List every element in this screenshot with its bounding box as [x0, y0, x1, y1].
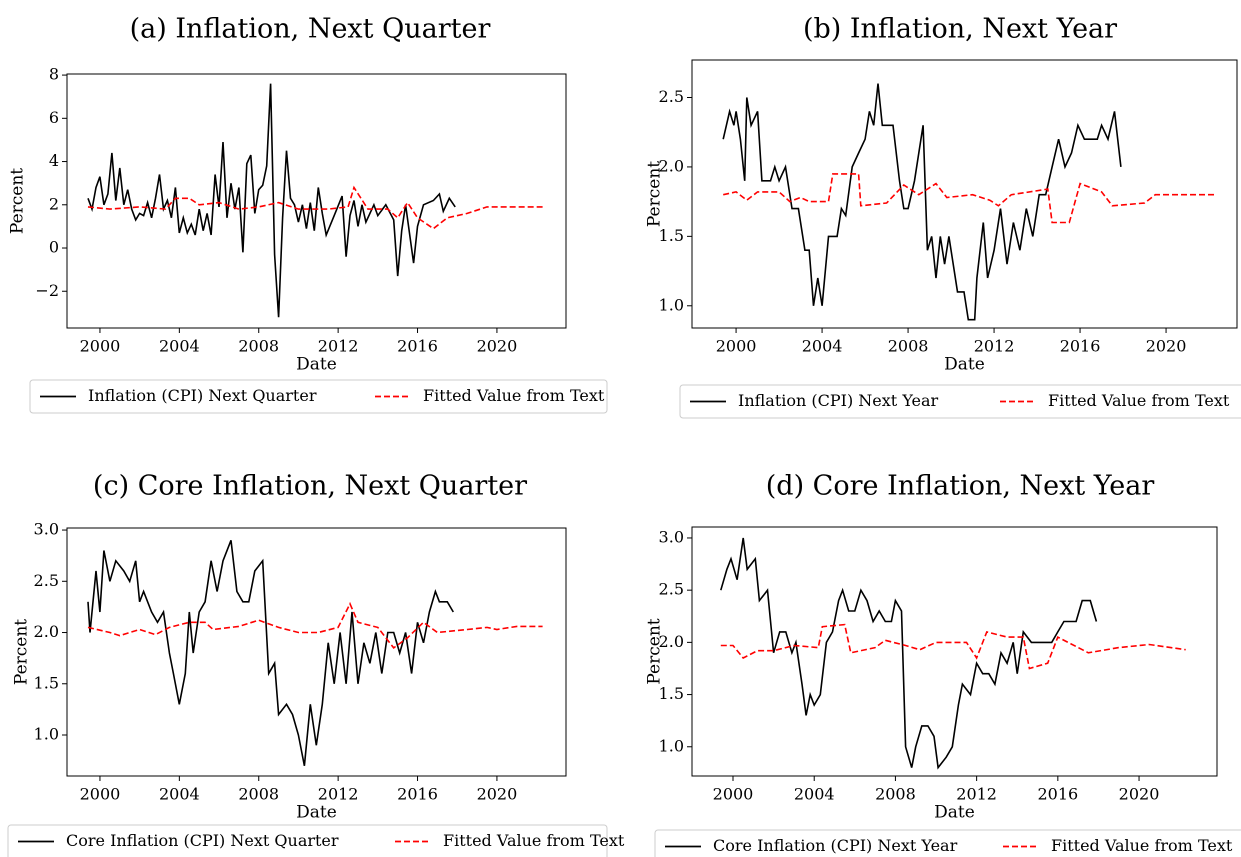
- x-tick-label: 2012: [956, 785, 997, 804]
- series-line: [87, 185, 543, 230]
- y-axis-label: Percent: [645, 161, 665, 227]
- x-tick-label: 2016: [397, 785, 438, 804]
- legend-box: [679, 384, 1241, 419]
- y-axis-label: Percent: [12, 619, 32, 685]
- y-tick-label: 2: [49, 194, 59, 213]
- series-line: [720, 623, 1186, 670]
- y-tick-label: 6: [49, 108, 59, 127]
- y-tick-label: 1.5: [34, 673, 59, 692]
- chart-title: (d) Core Inflation, Next Year: [766, 471, 1155, 502]
- plot-frame: [66, 527, 567, 777]
- plot-frame: [691, 59, 1238, 329]
- x-tick-label: 2004: [802, 337, 843, 356]
- legend-label: Core Inflation (CPI) Next Year: [713, 836, 958, 855]
- legend-label: Fitted Value from Text: [423, 386, 605, 405]
- legend-box: [7, 824, 608, 857]
- x-tick-label: 2008: [238, 337, 279, 356]
- y-tick-label: 1.0: [659, 295, 684, 314]
- y-tick-label: 2.5: [34, 571, 59, 590]
- x-tick-label: 2004: [159, 785, 200, 804]
- x-tick-label: 2000: [716, 337, 757, 356]
- x-tick-label: 2020: [1119, 785, 1160, 804]
- plot-frame: [691, 526, 1218, 777]
- legend-label: Fitted Value from Text: [1048, 391, 1230, 410]
- chart-title: (b) Inflation, Next Year: [803, 14, 1117, 45]
- x-tick-label: 2020: [477, 337, 518, 356]
- series-line: [87, 83, 456, 318]
- x-tick-label: 2020: [1146, 337, 1187, 356]
- x-tick-label: 2000: [80, 785, 121, 804]
- chart-title: (c) Core Inflation, Next Quarter: [93, 471, 527, 502]
- x-tick-label: 2016: [1037, 785, 1078, 804]
- y-tick-label: −2: [35, 281, 59, 300]
- y-tick-label: 2.5: [659, 580, 684, 599]
- x-axis-label: Date: [944, 355, 985, 375]
- x-tick-label: 2016: [397, 337, 438, 356]
- legend-label: Core Inflation (CPI) Next Quarter: [66, 831, 339, 850]
- legend-label: Inflation (CPI) Next Quarter: [88, 386, 317, 405]
- y-tick-label: 2.0: [659, 632, 684, 651]
- legend-box: [29, 379, 608, 414]
- legend-label: Fitted Value from Text: [1051, 836, 1233, 855]
- x-tick-label: 2020: [477, 785, 518, 804]
- x-tick-label: 2012: [318, 785, 359, 804]
- y-axis-label: Percent: [645, 618, 665, 684]
- y-tick-label: 8: [49, 65, 59, 84]
- legend-box: [654, 829, 1241, 857]
- x-tick-label: 2004: [159, 337, 200, 356]
- y-tick-label: 1.0: [34, 725, 59, 744]
- x-axis-label: Date: [934, 803, 975, 823]
- series-line: [722, 83, 1122, 321]
- series-line: [87, 601, 543, 650]
- y-tick-label: 4: [49, 151, 59, 170]
- x-tick-label: 2012: [318, 337, 359, 356]
- plot-frame: [66, 73, 567, 329]
- x-tick-label: 2008: [875, 785, 916, 804]
- legend-label: Inflation (CPI) Next Year: [738, 391, 938, 410]
- x-tick-label: 2008: [238, 785, 279, 804]
- x-tick-label: 2000: [80, 337, 121, 356]
- y-tick-label: 3.0: [34, 520, 59, 539]
- x-tick-label: 2000: [713, 785, 754, 804]
- x-tick-label: 2004: [794, 785, 835, 804]
- y-tick-label: 0: [49, 238, 59, 257]
- y-tick-label: 2.5: [659, 87, 684, 106]
- y-tick-label: 2.0: [659, 156, 684, 175]
- y-axis-label: Percent: [8, 168, 28, 234]
- series-line: [723, 173, 1216, 224]
- y-tick-label: 2.0: [34, 622, 59, 641]
- y-tick-label: 1.5: [659, 684, 684, 703]
- x-axis-label: Date: [296, 355, 337, 375]
- x-axis-label: Date: [296, 803, 337, 823]
- legend-label: Fitted Value from Text: [443, 831, 625, 850]
- y-tick-label: 3.0: [659, 527, 684, 546]
- x-tick-label: 2012: [974, 337, 1015, 356]
- x-tick-label: 2008: [888, 337, 929, 356]
- y-tick-label: 1.5: [659, 226, 684, 245]
- series-line: [87, 540, 454, 766]
- y-tick-label: 1.0: [659, 736, 684, 755]
- chart-title: (a) Inflation, Next Quarter: [130, 14, 491, 45]
- series-line: [720, 537, 1098, 770]
- x-tick-label: 2016: [1060, 337, 1101, 356]
